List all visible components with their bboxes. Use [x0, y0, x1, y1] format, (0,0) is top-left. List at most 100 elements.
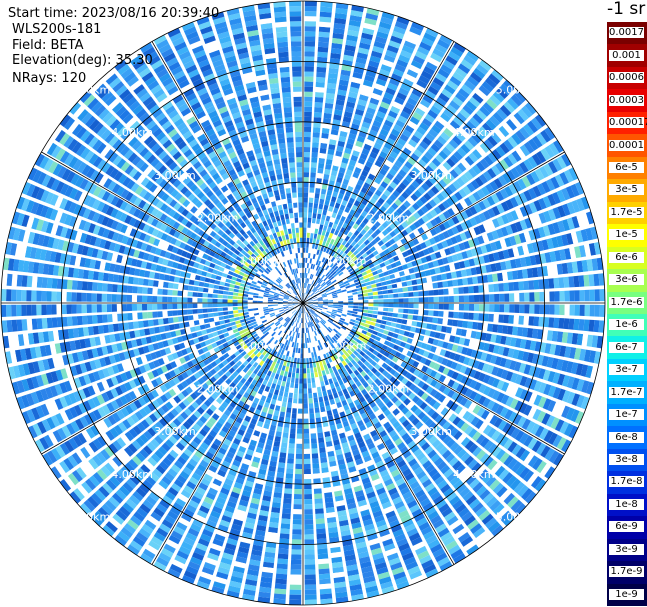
ray-gate: [291, 554, 302, 560]
ray-gate: [288, 448, 295, 454]
ray-gate: [492, 90, 505, 103]
ray-gate: [363, 182, 371, 190]
ray-gate: [287, 453, 295, 459]
ray-gate: [280, 528, 290, 535]
ray-gate: [471, 133, 482, 144]
ray-gate: [346, 34, 358, 42]
ray-gate: [389, 274, 396, 280]
ray-gate: [297, 332, 300, 339]
ray-gate: [453, 303, 460, 311]
ray-gate: [429, 228, 438, 236]
ray-gate: [325, 158, 333, 165]
ray-gate: [353, 113, 363, 121]
ray-gate: [338, 299, 344, 301]
ray-gate: [395, 173, 404, 182]
ray-gate: [344, 262, 350, 268]
ray-gate: [326, 293, 333, 297]
ray-gate: [307, 297, 312, 301]
ray-gate: [448, 288, 454, 295]
ray-gate: [300, 343, 303, 349]
ray-gate: [283, 498, 292, 504]
ray-gate: [402, 147, 412, 156]
ray-gate: [319, 288, 325, 292]
ray-gate: [307, 273, 310, 279]
ray-gate: [405, 218, 413, 226]
ray-gate: [496, 203, 505, 214]
ray-gate: [393, 298, 399, 303]
ray-gate: [308, 303, 314, 304]
ray-gate: [540, 148, 551, 161]
ray-gate: [324, 492, 333, 499]
ray-gate: [348, 305, 354, 308]
ray-gate: [321, 230, 326, 236]
ray-gate: [344, 248, 350, 255]
ray-gate: [352, 71, 363, 79]
ray-gate: [391, 202, 399, 210]
ray-gate: [309, 242, 313, 249]
ray-gate: [368, 325, 375, 330]
ray-gate: [433, 139, 444, 149]
ray-gate: [527, 138, 539, 151]
ray-gate: [557, 205, 566, 218]
ray-gate: [323, 300, 329, 302]
ray-gate: [304, 529, 314, 535]
ray-gate: [340, 266, 346, 272]
ray-gate: [293, 342, 297, 348]
ray-gate: [352, 311, 358, 315]
ray-gate: [530, 117, 543, 130]
ray-gate: [325, 247, 331, 254]
ray-gate: [544, 291, 550, 302]
ray-gate: [551, 264, 559, 276]
ray-gate: [367, 156, 376, 164]
ray-gate: [504, 293, 510, 302]
ray-gate: [401, 221, 409, 229]
ray-gate: [323, 246, 328, 253]
ray-gate: [317, 278, 322, 284]
ray-gate: [311, 448, 318, 454]
ray-gate: [305, 293, 308, 299]
ray-gate: [442, 220, 451, 230]
ray-gate: [323, 395, 329, 402]
ray-gate: [315, 513, 325, 520]
ray-gate: [449, 75, 462, 87]
ray-gate: [524, 204, 533, 216]
ray-gate: [379, 168, 388, 176]
ray-gate: [312, 142, 319, 148]
ray-gate: [481, 233, 490, 243]
ray-gate: [285, 473, 293, 479]
ray-gate: [451, 215, 460, 225]
ray-gate: [411, 260, 418, 267]
ray-gate: [578, 319, 585, 331]
ray-gate: [500, 226, 509, 237]
ray-gate: [348, 19, 361, 27]
ray-gate: [447, 207, 456, 217]
ray-gate: [322, 297, 328, 300]
ray-gate: [549, 304, 555, 315]
ray-gate: [312, 300, 319, 302]
ray-gate: [322, 209, 328, 216]
ray-gate: [327, 260, 333, 267]
ray-gate: [575, 230, 584, 243]
ray-gate: [359, 249, 366, 256]
ray-gate: [589, 304, 595, 317]
ray-gate: [383, 303, 389, 307]
ray-gate: [411, 279, 418, 286]
ray-gate: [412, 55, 425, 65]
ray-gate: [494, 304, 500, 313]
ray-gate: [498, 314, 504, 323]
ray-gate: [513, 281, 520, 291]
ray-gate: [563, 318, 570, 330]
ray-gate: [314, 282, 319, 288]
ray-gate: [304, 514, 314, 520]
ray-gate: [508, 183, 518, 195]
ray-gate: [500, 261, 507, 271]
ray-gate: [575, 181, 585, 195]
ray-gate: [376, 282, 382, 287]
ray-gate: [331, 42, 343, 50]
ray-gate: [317, 391, 323, 398]
ray-gate: [364, 323, 370, 328]
ray-gate: [533, 279, 540, 290]
ray-gate: [343, 229, 350, 236]
ray-gate: [427, 147, 437, 157]
ray-gate: [428, 175, 437, 185]
